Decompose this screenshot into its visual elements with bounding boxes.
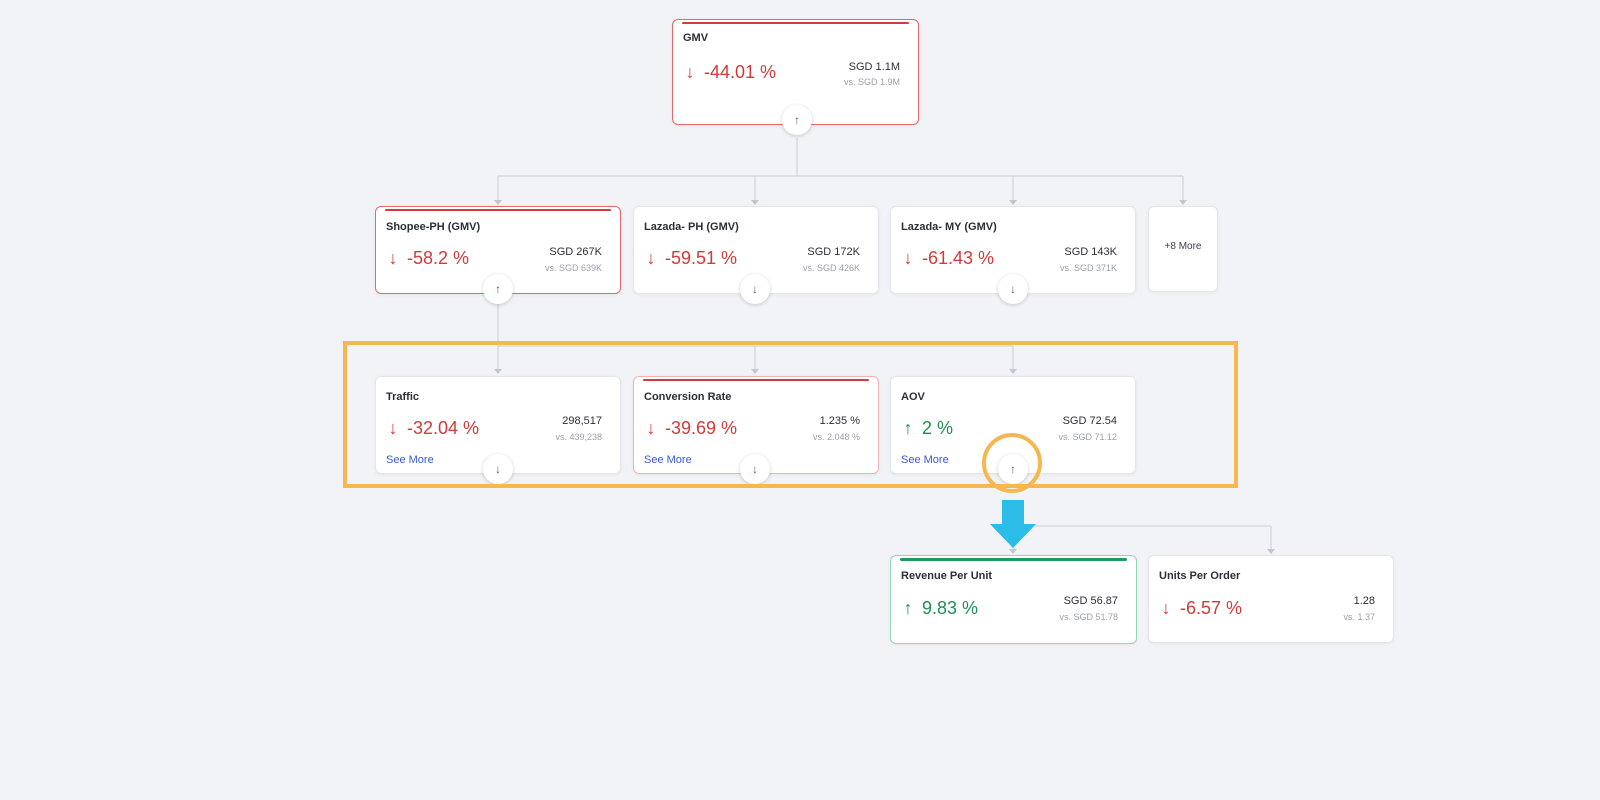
expand-toggle-lazada-ph[interactable]: ↓ bbox=[740, 274, 770, 304]
expand-toggle-conversion-rate[interactable]: ↓ bbox=[740, 454, 770, 484]
arrow-up-icon: ↑ bbox=[1010, 462, 1016, 476]
metric-previous-value: vs. SGD 71.12 bbox=[1058, 432, 1117, 442]
more-items-card[interactable]: +8 More bbox=[1148, 206, 1218, 292]
metric-change-value: -44.01 % bbox=[704, 62, 777, 82]
arrow-down-icon: ↓ bbox=[646, 248, 656, 268]
more-items-label: +8 More bbox=[1164, 241, 1202, 252]
metric-current-value: SGD 267K bbox=[549, 246, 602, 258]
arrow-down-icon: ↓ bbox=[388, 248, 398, 268]
metric-change-value: 2 % bbox=[922, 418, 954, 438]
arrow-down-icon: ↓ bbox=[752, 462, 758, 476]
metric-change-value: -61.43 % bbox=[922, 248, 995, 268]
metric-change-value: -6.57 % bbox=[1180, 598, 1243, 618]
metric-previous-value: vs. 1.37 bbox=[1343, 612, 1375, 622]
metric-previous-value: vs. SGD 426K bbox=[802, 263, 860, 273]
collapse-toggle-shopee-ph[interactable]: ↑ bbox=[483, 274, 513, 304]
metric-title: Conversion Rate bbox=[644, 391, 732, 403]
arrow-down-icon: ↓ bbox=[1161, 598, 1171, 618]
arrow-down-icon: ↓ bbox=[1010, 282, 1016, 296]
metric-current-value: SGD 72.54 bbox=[1062, 415, 1117, 427]
metric-card-units-per-order[interactable]: Units Per Order ↓ -6.57 % 1.28 vs. 1.37 bbox=[1148, 555, 1394, 643]
metric-current-value: SGD 172K bbox=[807, 246, 860, 258]
metric-previous-value: vs. 2.048 % bbox=[812, 432, 860, 442]
metric-previous-value: vs. 439,238 bbox=[555, 432, 602, 442]
metric-previous-value: vs. SGD 639K bbox=[544, 263, 602, 273]
arrow-down-icon: ↓ bbox=[495, 462, 501, 476]
metric-card-revenue-per-unit[interactable]: Revenue Per Unit ↑ 9.83 % SGD 56.87 vs. S… bbox=[890, 555, 1137, 644]
metric-current-value: 1.28 bbox=[1353, 595, 1375, 607]
metric-change: ↓ -59.51 % bbox=[643, 248, 738, 269]
negative-indicator-bar bbox=[643, 379, 869, 381]
metric-current-value: SGD 1.1M bbox=[848, 61, 900, 73]
arrow-down-icon: ↓ bbox=[388, 418, 398, 438]
metric-change-value: -59.51 % bbox=[665, 248, 738, 268]
expand-toggle-traffic[interactable]: ↓ bbox=[483, 454, 513, 484]
metric-current-value: SGD 143K bbox=[1064, 246, 1117, 258]
negative-indicator-bar bbox=[682, 22, 909, 24]
see-more-link[interactable]: See More bbox=[386, 454, 434, 466]
see-more-link[interactable]: See More bbox=[644, 454, 692, 466]
metric-current-value: 298,517 bbox=[562, 415, 602, 427]
metric-title: Revenue Per Unit bbox=[901, 570, 993, 582]
metric-change-value: 9.83 % bbox=[922, 598, 979, 618]
metric-change: ↓ -61.43 % bbox=[900, 248, 995, 269]
metric-title: Lazada- MY (GMV) bbox=[901, 221, 997, 233]
arrow-up-icon: ↑ bbox=[903, 598, 913, 618]
arrow-down-icon: ↓ bbox=[752, 282, 758, 296]
metric-title: GMV bbox=[683, 32, 709, 44]
arrow-up-icon: ↑ bbox=[794, 113, 800, 127]
arrow-down-icon: ↓ bbox=[685, 62, 695, 82]
metric-title: Shopee-PH (GMV) bbox=[386, 221, 481, 233]
expand-toggle-lazada-my[interactable]: ↓ bbox=[998, 274, 1028, 304]
see-more-link[interactable]: See More bbox=[901, 454, 949, 466]
metric-change-value: -39.69 % bbox=[665, 418, 738, 438]
positive-indicator-bar bbox=[900, 558, 1127, 561]
negative-indicator-bar bbox=[385, 209, 611, 211]
metric-title: Lazada- PH (GMV) bbox=[644, 221, 739, 233]
arrow-down-icon: ↓ bbox=[903, 248, 913, 268]
metric-previous-value: vs. SGD 51.78 bbox=[1059, 612, 1118, 622]
metric-change: ↓ -6.57 % bbox=[1158, 598, 1243, 619]
arrow-up-icon: ↑ bbox=[495, 282, 501, 296]
metric-title: Units Per Order bbox=[1159, 570, 1241, 582]
arrow-down-icon: ↓ bbox=[646, 418, 656, 438]
metric-change: ↑ 2 % bbox=[900, 418, 954, 439]
metric-change: ↓ -44.01 % bbox=[682, 62, 777, 83]
metric-card-shopee-ph[interactable]: Shopee-PH (GMV) ↓ -58.2 % SGD 267K vs. SG… bbox=[375, 206, 621, 294]
metric-title: AOV bbox=[901, 391, 925, 403]
collapse-toggle-gmv[interactable]: ↑ bbox=[782, 105, 812, 135]
arrow-up-icon: ↑ bbox=[903, 418, 913, 438]
metric-change-value: -58.2 % bbox=[407, 248, 470, 268]
metric-change: ↓ -32.04 % bbox=[385, 418, 480, 439]
metric-change: ↑ 9.83 % bbox=[900, 598, 979, 619]
metric-current-value: SGD 56.87 bbox=[1063, 595, 1118, 607]
metric-current-value: 1.235 % bbox=[819, 415, 860, 427]
metric-previous-value: vs. SGD 371K bbox=[1059, 263, 1117, 273]
metric-title: Traffic bbox=[386, 391, 420, 403]
metric-change: ↓ -39.69 % bbox=[643, 418, 738, 439]
cue-arrow-down-icon bbox=[990, 500, 1036, 548]
collapse-toggle-aov[interactable]: ↑ bbox=[998, 454, 1028, 484]
metric-previous-value: vs. SGD 1.9M bbox=[843, 77, 900, 87]
metric-change: ↓ -58.2 % bbox=[385, 248, 470, 269]
metric-change-value: -32.04 % bbox=[407, 418, 480, 438]
